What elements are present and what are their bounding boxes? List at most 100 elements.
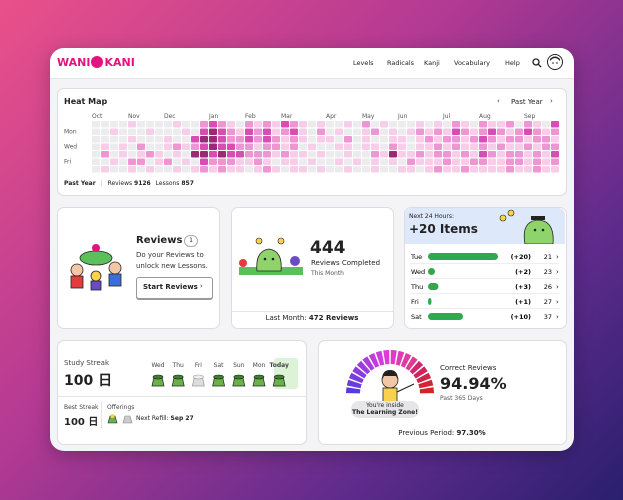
heat-cell [290, 151, 298, 158]
heat-cell [308, 143, 316, 150]
search-icon[interactable] [532, 58, 542, 68]
heat-cell [245, 166, 253, 173]
heat-cell [146, 151, 154, 158]
heat-cell [119, 166, 127, 173]
zone-badge: You're inside The Learning Zone! [351, 401, 419, 418]
completed-count: 444 [310, 238, 346, 258]
heat-cell [110, 166, 118, 173]
forecast-arrow: › [556, 283, 559, 291]
month-label: Sep [524, 113, 536, 120]
heat-cell [443, 128, 451, 135]
heat-cell [335, 166, 343, 173]
forecast-total: 26 [544, 283, 552, 291]
gauge-segment [400, 352, 412, 368]
gauge-segment [348, 372, 364, 384]
heat-cell [146, 121, 154, 128]
heat-cell [380, 151, 388, 158]
heat-cell [254, 143, 262, 150]
month-label: Feb [245, 113, 256, 120]
heat-cell [533, 121, 541, 128]
heat-cell [227, 166, 235, 173]
nav-link[interactable]: Help [505, 59, 520, 67]
heat-cell [380, 158, 388, 165]
heat-cell [344, 121, 352, 128]
heat-cell [227, 128, 235, 135]
start-reviews-button[interactable] [136, 277, 213, 299]
heat-cell [119, 151, 127, 158]
heat-cell [524, 143, 532, 150]
heat-cell [533, 136, 541, 143]
heat-cell [281, 128, 289, 135]
forecast-day: Sat [411, 313, 422, 321]
heat-cell [452, 143, 460, 150]
logo[interactable]: WANI KANI [57, 56, 135, 69]
heat-cell [551, 121, 559, 128]
heat-cell [227, 158, 235, 165]
heat-cell [110, 158, 118, 165]
forecast-bar [428, 283, 439, 290]
heat-cell [128, 166, 136, 173]
forecast-total: 37 [544, 313, 552, 321]
gauge-segment [356, 360, 371, 375]
heat-cell [353, 158, 361, 165]
avatar[interactable] [547, 54, 563, 70]
heat-cell [425, 166, 433, 173]
heat-cell [155, 143, 163, 150]
heat-cell [344, 143, 352, 150]
nav-link[interactable]: Levels [353, 59, 374, 67]
nav-link[interactable]: Radicals [387, 59, 415, 67]
heat-cell [452, 128, 460, 135]
lessons-total: 857 [181, 180, 194, 187]
forecast-total: 21 [544, 253, 552, 261]
heat-cell [362, 121, 370, 128]
heat-cell [353, 166, 361, 173]
best-value: 100 日 [64, 417, 99, 428]
heat-cell [551, 128, 559, 135]
heat-cell [317, 143, 325, 150]
heat-cell [191, 166, 199, 173]
heat-cell [470, 136, 478, 143]
heat-cell [290, 136, 298, 143]
heat-cell [317, 121, 325, 128]
heat-cell [317, 151, 325, 158]
forecast-increment: (+1) [515, 298, 531, 306]
heat-cell [353, 143, 361, 150]
heat-cell [254, 151, 262, 158]
heat-cell [524, 151, 532, 158]
heatmap-period[interactable]: Past Year [511, 98, 543, 106]
heatmap-footer: Past Year | Reviews 9126 Lessons 857 [64, 180, 194, 187]
accuracy-gauge [346, 350, 434, 403]
divider [231, 311, 393, 312]
heat-cell [497, 128, 505, 135]
nav-link[interactable]: Kanji [424, 59, 440, 67]
heat-cell [173, 143, 181, 150]
heat-cell [110, 151, 118, 158]
heat-cell [542, 151, 550, 158]
month-label: Jul [442, 113, 451, 120]
heat-cell [92, 151, 100, 158]
heat-cell [209, 136, 217, 143]
heat-cell [164, 136, 172, 143]
heat-cell [128, 143, 136, 150]
zone-line2: The Learning Zone! [352, 409, 418, 416]
heat-cell [290, 143, 298, 150]
day-label: Fri [64, 159, 71, 166]
prev-arrow[interactable]: ‹ [497, 97, 500, 105]
heat-cell [470, 158, 478, 165]
heat-cell [524, 128, 532, 135]
heat-cell [173, 151, 181, 158]
heat-cell [551, 158, 559, 165]
offerings-label: Offerings [107, 404, 135, 411]
heat-cell [191, 136, 199, 143]
best-label: Best Streak [64, 404, 99, 411]
heat-cell [515, 166, 523, 173]
heat-cell [236, 143, 244, 150]
next-arrow[interactable]: › [550, 97, 553, 105]
heat-cell [308, 166, 316, 173]
heat-cell [119, 121, 127, 128]
nav-link[interactable]: Vocabulary [454, 59, 491, 67]
heat-cell [515, 128, 523, 135]
heat-cell [551, 151, 559, 158]
heat-cell [542, 158, 550, 165]
